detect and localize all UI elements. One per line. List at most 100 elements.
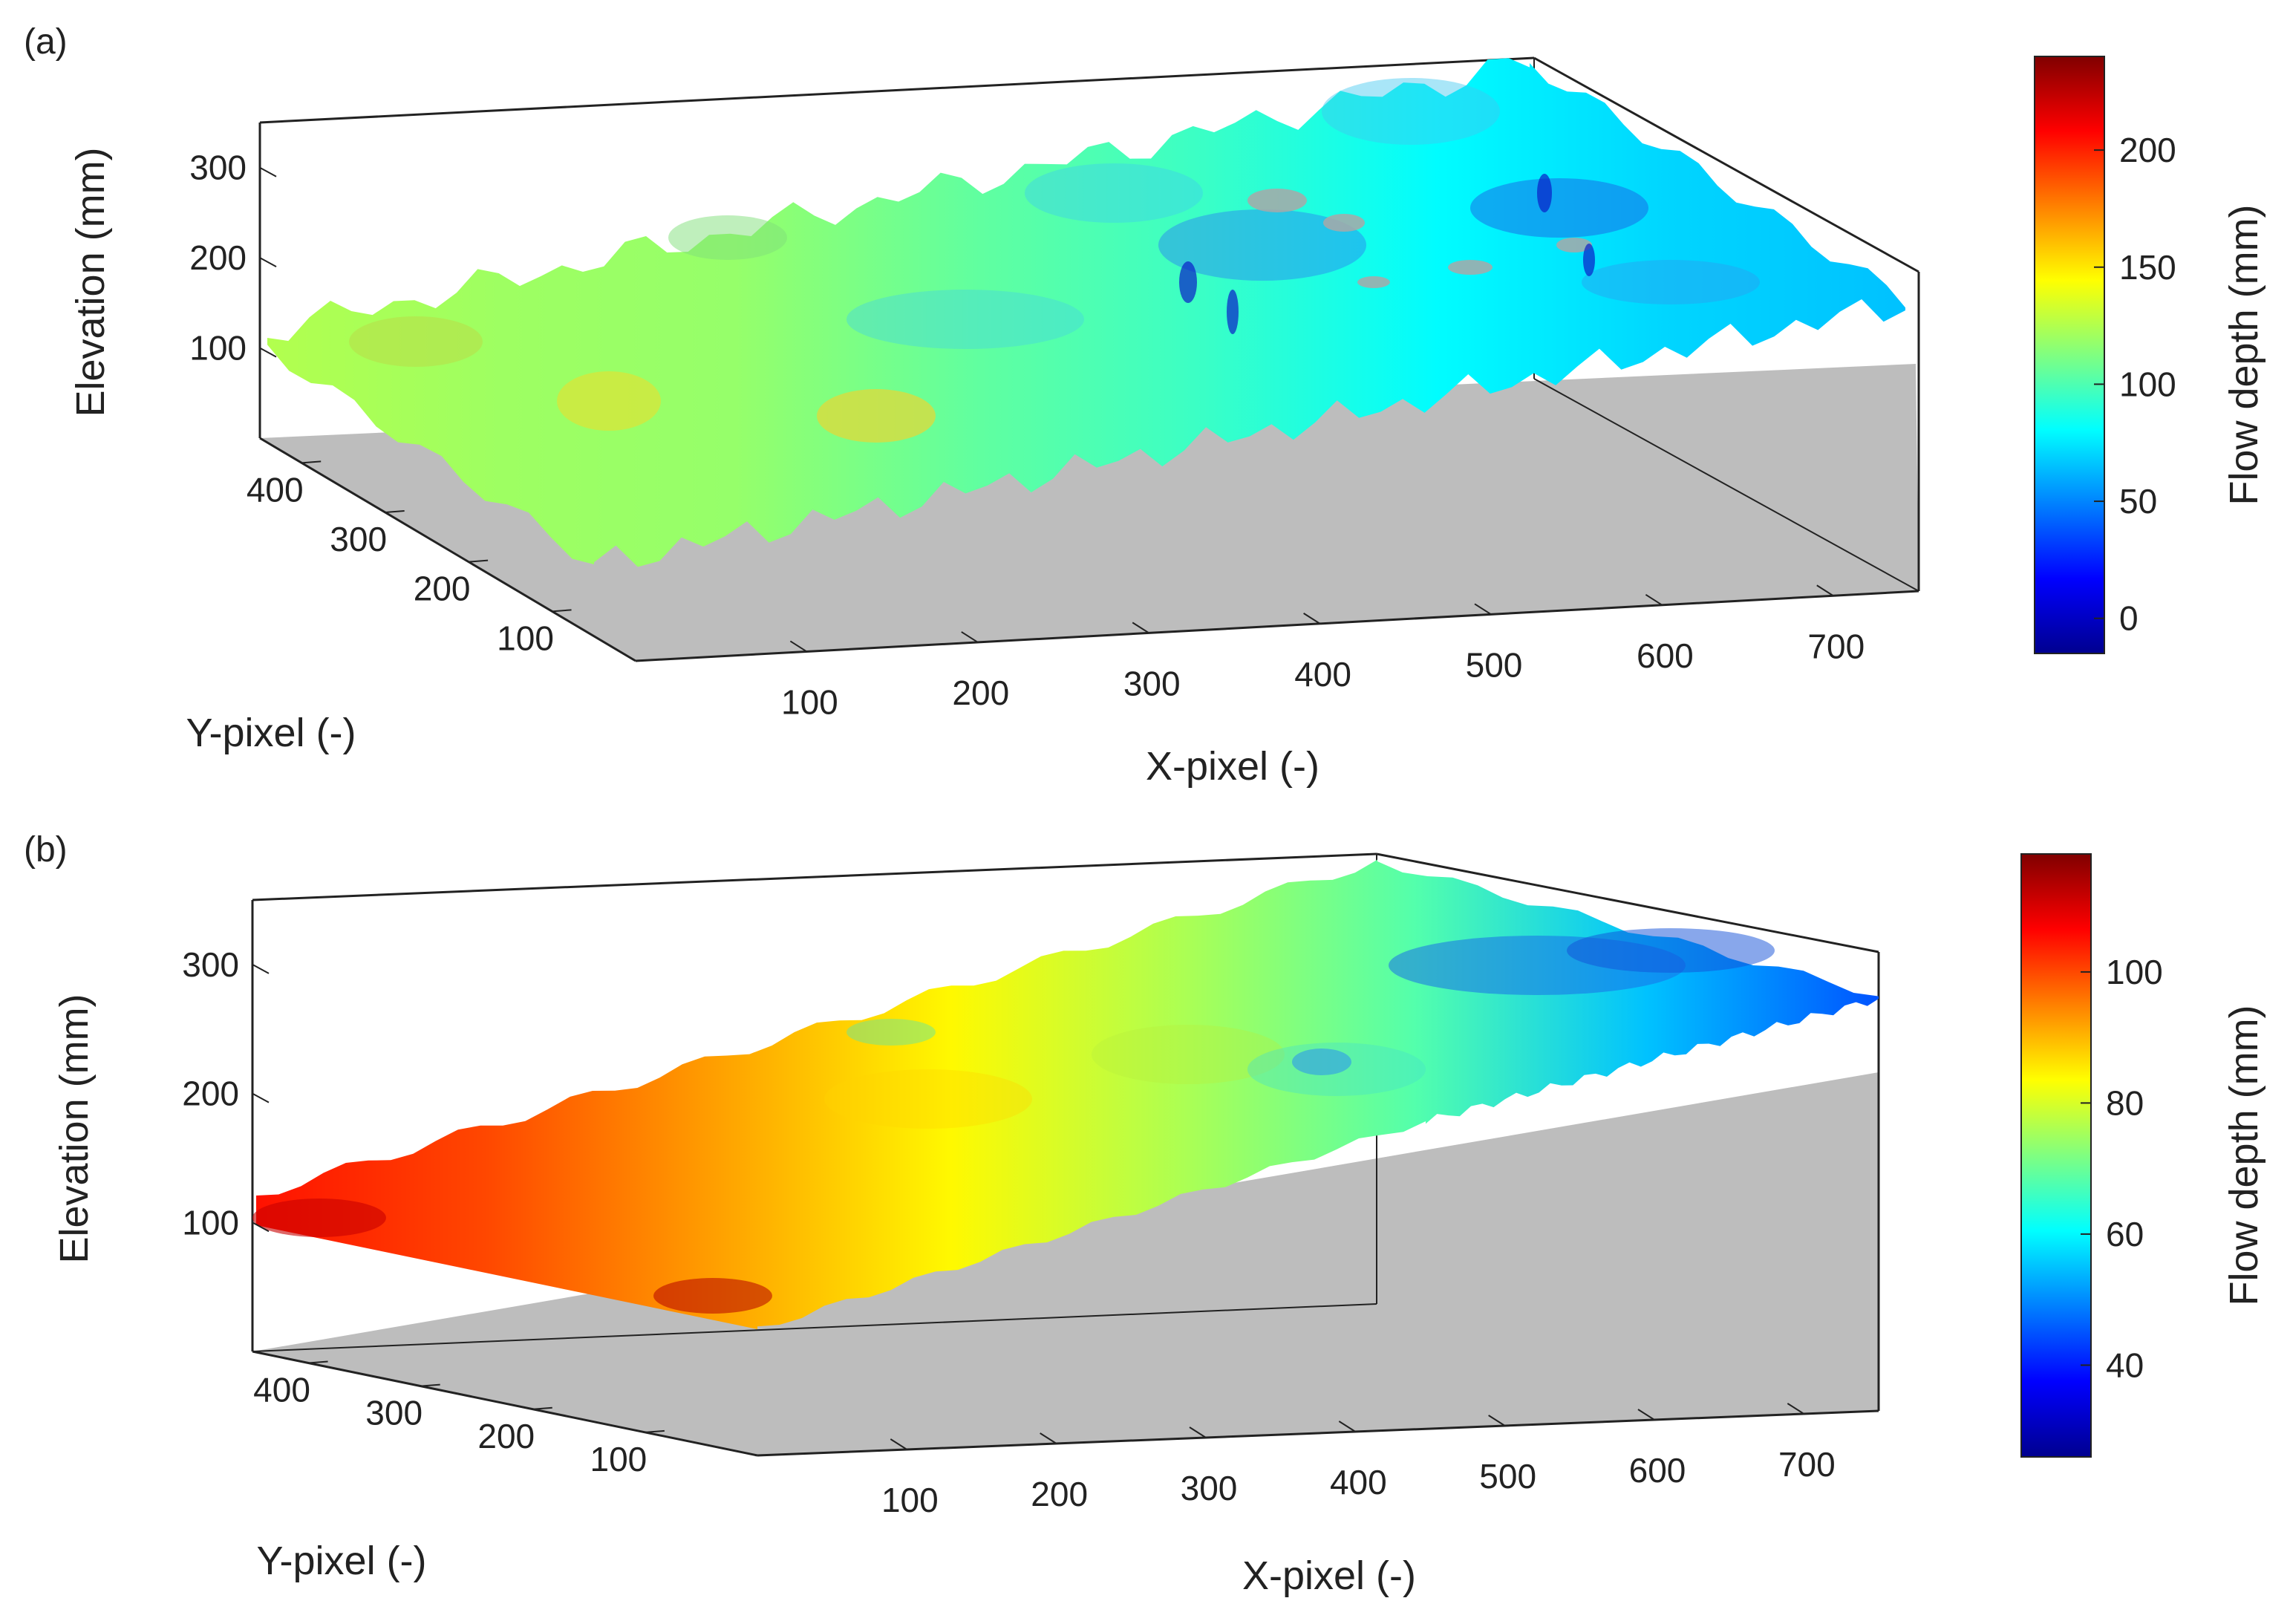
panel-b-z-ticks: 100 200 300	[182, 945, 270, 1242]
x-tick-mark	[890, 1438, 907, 1450]
x-tick-label: 200	[1031, 1475, 1088, 1513]
panel-a-y-ticks: 100 200 300 400	[247, 460, 572, 657]
panel-a-surface	[267, 58, 1905, 567]
surface-shade	[1322, 78, 1500, 145]
surface-deep-spot	[1227, 290, 1239, 334]
panel-b-y-ticks: 100 200 300 400	[253, 1360, 665, 1478]
colorbar-tick-label: 100	[2106, 953, 2163, 991]
z-tick-mark	[259, 257, 277, 268]
surface-shade	[252, 1199, 386, 1237]
surface-shade	[1292, 1049, 1351, 1075]
panel-a-zlabel: Elevation (mm)	[68, 147, 113, 417]
x-tick-label: 500	[1479, 1457, 1536, 1496]
x-tick-mark	[1816, 584, 1834, 597]
panel-b-box	[251, 852, 1880, 1457]
surface-shade	[846, 290, 1084, 349]
x-tick-label: 600	[1637, 636, 1694, 675]
colorbar-tick-label: 200	[2119, 131, 2176, 169]
y-tick-mark	[645, 1429, 665, 1433]
z-tick-label: 100	[182, 1203, 239, 1242]
x-tick-label: 300	[1181, 1469, 1238, 1507]
x-tick-label: 600	[1629, 1451, 1686, 1490]
y-tick-mark	[385, 510, 405, 513]
panel-b: (b) 100 200 300 400 500 600 700 100 200 300 400 1…	[24, 830, 2266, 1598]
surface-shade	[653, 1278, 772, 1314]
x-tick-mark	[1132, 622, 1149, 634]
surface-shade	[557, 371, 661, 431]
y-tick-label: 100	[590, 1440, 647, 1478]
surface-shade	[846, 1019, 936, 1046]
x-tick-mark	[1189, 1426, 1207, 1438]
colorbar-tick-label: 60	[2106, 1215, 2144, 1253]
y-tick-label: 400	[253, 1371, 310, 1409]
x-tick-label: 300	[1123, 664, 1181, 702]
x-tick-label: 400	[1294, 655, 1351, 694]
panel-b-colorbar	[2020, 853, 2092, 1458]
panel-b-label: (b)	[24, 830, 68, 870]
panel-b-ylabel: Y-pixel (-)	[256, 1539, 426, 1583]
panel-b-x-ticks: 100 200 300 400 500 600 700	[881, 1403, 1836, 1519]
x-tick-mark	[1637, 1409, 1655, 1421]
x-tick-label: 700	[1807, 627, 1865, 665]
surface-deep-spot	[1583, 244, 1595, 276]
surface-shade	[1092, 1025, 1285, 1084]
y-tick-mark	[552, 609, 572, 613]
panel-b-zlabel: Elevation (mm)	[52, 994, 97, 1263]
z-tick-mark	[252, 963, 270, 974]
y-tick-label: 200	[477, 1417, 535, 1455]
y-tick-mark	[308, 1360, 328, 1364]
panel-a-surface-texture	[349, 78, 1760, 443]
panel-a-box	[258, 56, 1920, 662]
x-tick-mark	[789, 640, 807, 653]
x-tick-mark	[1474, 603, 1492, 616]
colorbar-tick-label: 100	[2119, 365, 2176, 403]
surface-shade	[1582, 260, 1760, 304]
y-tick-mark	[532, 1406, 552, 1410]
panel-a-colorbar-ticks: 0 50 100 150 200	[2094, 131, 2176, 638]
colorbar-tick-label: 80	[2106, 1083, 2144, 1122]
surface-shade	[824, 1069, 1032, 1129]
surface-deep-spot	[1179, 261, 1197, 303]
y-tick-label: 100	[497, 619, 554, 657]
surface-shade	[817, 389, 936, 443]
colorbar-tick-label: 0	[2119, 599, 2139, 638]
surface-gap	[1247, 189, 1307, 212]
colorbar-tick-label: 40	[2106, 1346, 2144, 1384]
panel-a-z-ticks: 100 200 300	[189, 149, 277, 368]
z-tick-label: 300	[189, 149, 247, 187]
panel-a-ylabel: Y-pixel (-)	[186, 711, 356, 755]
x-tick-label: 100	[881, 1481, 939, 1519]
x-tick-mark	[1338, 1421, 1356, 1432]
panel-b-xlabel: X-pixel (-)	[1242, 1553, 1416, 1598]
z-tick-mark	[252, 1222, 270, 1233]
x-tick-label: 200	[952, 674, 1009, 712]
z-tick-label: 100	[189, 329, 247, 368]
y-tick-mark	[420, 1383, 440, 1387]
z-tick-mark	[259, 166, 277, 177]
surface-gap	[1448, 260, 1493, 275]
surface-shade	[1158, 209, 1366, 281]
z-tick-label: 300	[182, 945, 239, 984]
x-tick-mark	[1488, 1415, 1506, 1426]
panel-a-colorbar-label: Flow depth (mm)	[2222, 204, 2266, 505]
x-tick-label: 400	[1330, 1463, 1387, 1501]
surface-deep-spot	[1537, 174, 1552, 212]
surface-shade	[1025, 163, 1203, 223]
x-tick-label: 700	[1778, 1445, 1836, 1484]
x-tick-mark	[1645, 593, 1663, 606]
y-tick-mark	[469, 559, 489, 563]
x-tick-mark	[1040, 1432, 1057, 1444]
colorbar-tick-label: 150	[2119, 248, 2176, 287]
x-tick-label: 100	[781, 682, 838, 721]
z-tick-mark	[252, 1092, 270, 1103]
surface-shade	[1567, 928, 1775, 973]
x-tick-mark	[1787, 1403, 1804, 1415]
z-tick-mark	[259, 347, 277, 358]
y-tick-label: 300	[330, 520, 387, 558]
panel-b-surface-texture	[252, 928, 1775, 1314]
surface-shade	[1470, 178, 1648, 238]
x-tick-mark	[1303, 613, 1321, 625]
panel-a-xlabel: X-pixel (-)	[1146, 744, 1319, 789]
panel-a-colorbar	[2034, 56, 2105, 654]
